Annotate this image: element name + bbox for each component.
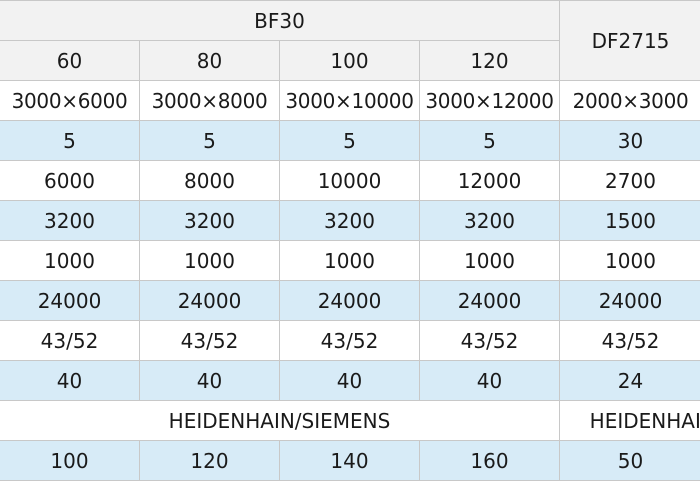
- table-cell: 43/52: [279, 320, 420, 361]
- table-cell: 24000: [279, 280, 420, 321]
- table-cell: 3200: [0, 200, 140, 241]
- table-cell: 1000: [419, 240, 560, 281]
- table-cell: 3200: [279, 200, 420, 241]
- control-system-df2715: HEIDENHAIN/SIEMENS: [559, 400, 700, 441]
- table-cell: 3000×8000: [139, 80, 280, 121]
- table-cell: 43/52: [139, 320, 280, 361]
- table-cell: 3000×6000: [0, 80, 140, 121]
- table-cell: 30: [559, 120, 700, 161]
- table-cell: 12000: [419, 160, 560, 201]
- table-cell: 2700: [559, 160, 700, 201]
- table-cell: 50: [559, 440, 700, 481]
- table-cell: 40: [279, 360, 420, 401]
- header-row-group: BF30 DF2715: [0, 0, 700, 81]
- table-cell: 1000: [0, 240, 140, 281]
- sub-header-cell: 60: [0, 40, 140, 81]
- table-row: 40 40 40 40 24: [0, 360, 700, 401]
- table-row: 24000 24000 24000 24000 24000: [0, 280, 700, 321]
- table-cell: 100: [0, 440, 140, 481]
- table-cell: 120: [139, 440, 280, 481]
- table-cell: 24000: [0, 280, 140, 321]
- table-cell: 24: [559, 360, 700, 401]
- table-cell: 43/52: [419, 320, 560, 361]
- table-cell: 1000: [559, 240, 700, 281]
- table-cell: 10000: [279, 160, 420, 201]
- table-cell: 1000: [139, 240, 280, 281]
- table-cell: 160: [419, 440, 560, 481]
- table-cell: 40: [419, 360, 560, 401]
- control-system-bf30: HEIDENHAIN/SIEMENS: [0, 400, 560, 441]
- table-cell: 5: [139, 120, 280, 161]
- sub-header-cell: 80: [139, 40, 280, 81]
- table-cell: 1500: [559, 200, 700, 241]
- table-cell: 43/52: [559, 320, 700, 361]
- table-cell: 5: [279, 120, 420, 161]
- table-cell: 40: [139, 360, 280, 401]
- table-cell: 24000: [139, 280, 280, 321]
- table-cell: 3000×10000: [279, 80, 420, 121]
- table-cell: 24000: [559, 280, 700, 321]
- table-cell: 24000: [419, 280, 560, 321]
- model-df2715-header: DF2715: [559, 0, 700, 81]
- table-row: 6000 8000 10000 12000 2700: [0, 160, 700, 201]
- table-cell: 1000: [279, 240, 420, 281]
- table-row: 43/52 43/52 43/52 43/52 43/52: [0, 320, 700, 361]
- table-row: 3200 3200 3200 3200 1500: [0, 200, 700, 241]
- model-bf30-header: BF30: [0, 0, 560, 41]
- table-cell: 5: [0, 120, 140, 161]
- table-row: 5 5 5 5 30: [0, 120, 700, 161]
- header-row-sub: 60 80 100 120: [0, 40, 700, 81]
- table-row: 3000×6000 3000×8000 3000×10000 3000×12000 20…: [0, 80, 700, 121]
- control-system-row: HEIDENHAIN/SIEMENSHEIDENHAIN/SIEMENS: [0, 400, 700, 441]
- table-cell: 40: [0, 360, 140, 401]
- table-cell: 2000×3000: [559, 80, 700, 121]
- table-cell: 43/52: [0, 320, 140, 361]
- table-cell: 8000: [139, 160, 280, 201]
- sub-header-cell: 100: [279, 40, 420, 81]
- table-row: 100 120 140 160 50: [0, 440, 700, 481]
- table-cell: 5: [419, 120, 560, 161]
- table-cell: 6000: [0, 160, 140, 201]
- table-cell: 3200: [419, 200, 560, 241]
- table-cell: 140: [279, 440, 420, 481]
- table-cell: 3000×12000: [419, 80, 560, 121]
- table-row: 1000 1000 1000 1000 1000: [0, 240, 700, 281]
- table-cell: 3200: [139, 200, 280, 241]
- sub-header-cell: 120: [419, 40, 560, 81]
